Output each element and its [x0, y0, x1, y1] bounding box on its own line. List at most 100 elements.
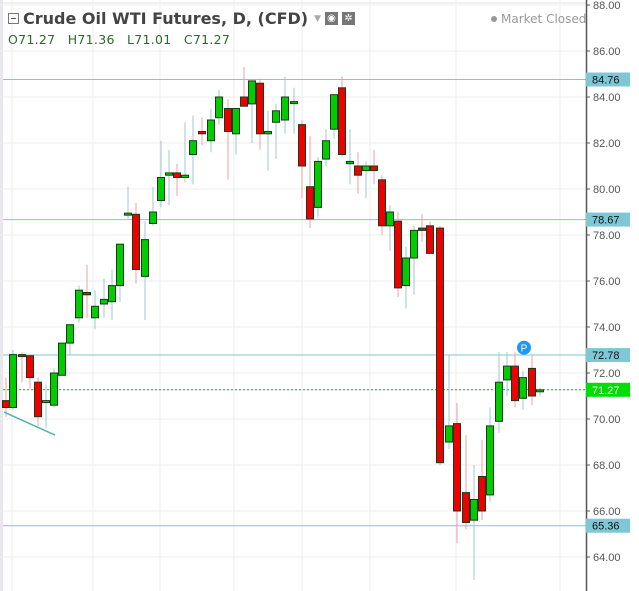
caret-down-icon[interactable]: ▼ — [314, 13, 322, 24]
candle — [116, 243, 124, 302]
candle-body — [354, 165, 362, 176]
candle — [132, 202, 140, 284]
level-label: 84.76 — [592, 75, 620, 87]
candle — [418, 214, 426, 242]
candle — [232, 108, 240, 155]
candle — [75, 285, 83, 323]
candle — [100, 278, 108, 318]
candle — [165, 149, 173, 206]
axis-tick-label: 72.00 — [593, 368, 621, 380]
candle — [386, 205, 394, 252]
candle-body — [436, 227, 444, 464]
candle — [410, 225, 418, 295]
candle — [173, 163, 181, 196]
candle — [9, 350, 17, 410]
axis-tick-label: 84.00 — [593, 92, 621, 104]
candle-body — [503, 365, 511, 381]
candle-body — [370, 165, 378, 172]
price-axis[interactable]: 64.00 66.00 68.00 70.00 72.00 74.00 76.00 78.00… — [585, 0, 639, 591]
level-label-bg — [586, 348, 630, 363]
candle-body — [189, 140, 197, 155]
level-label: 65.36 — [592, 521, 620, 533]
candle — [378, 175, 386, 235]
eye-icon[interactable]: ◉ — [325, 12, 339, 25]
trend-line[interactable] — [3, 411, 56, 436]
candle — [281, 76, 289, 134]
candle-body — [495, 381, 503, 422]
candle — [322, 129, 330, 166]
collapse-icon[interactable] — [8, 13, 19, 24]
candle-body — [290, 101, 298, 105]
candle — [394, 212, 402, 298]
candle-body — [116, 243, 124, 287]
left-edge — [0, 0, 3, 591]
candle-body — [173, 172, 181, 178]
candle-body — [330, 94, 338, 130]
candle — [338, 76, 346, 157]
candle-body — [362, 165, 370, 172]
candle — [149, 186, 157, 226]
axis-tick-label: 76.00 — [593, 276, 621, 288]
candle — [83, 264, 91, 318]
candle — [290, 87, 298, 134]
candle-body — [157, 177, 165, 201]
candle-body — [418, 227, 426, 231]
candle-body — [215, 96, 223, 119]
candle-body — [536, 389, 544, 393]
axis-tick-label: 82.00 — [593, 138, 621, 150]
candle-body — [50, 372, 58, 406]
candle-body — [346, 160, 354, 165]
candle — [58, 342, 66, 376]
candle-body — [528, 367, 536, 397]
candle — [157, 140, 165, 208]
candle — [91, 290, 99, 330]
axis-tick-label: 66.00 — [593, 506, 621, 518]
candle-body — [298, 124, 306, 167]
candle-body — [378, 179, 386, 227]
candles — [2, 67, 544, 580]
candle-body — [426, 225, 434, 254]
candle-body — [66, 324, 74, 344]
open-value: O71.27 — [8, 32, 56, 47]
candle — [298, 120, 306, 199]
candle-body — [100, 298, 108, 305]
candle — [453, 402, 461, 544]
candle-body — [207, 119, 215, 142]
horizontal-lines — [3, 79, 586, 527]
candle — [240, 67, 248, 107]
candle — [462, 435, 470, 530]
gear-icon[interactable]: ✲ — [342, 12, 356, 25]
candle-body — [181, 174, 189, 178]
candle-body — [511, 365, 519, 402]
status-dot-icon — [491, 16, 497, 22]
low-value: L71.01 — [126, 32, 172, 47]
candle-body — [108, 285, 116, 303]
candle — [519, 370, 527, 410]
candle — [402, 246, 410, 309]
level-label: 72.78 — [592, 350, 620, 362]
candle — [486, 407, 494, 502]
axis-bg — [586, 0, 639, 591]
candle — [66, 324, 74, 355]
event-marker-icon[interactable] — [517, 340, 531, 355]
candle — [189, 115, 197, 185]
candle-body — [338, 87, 346, 155]
candle-body — [165, 172, 173, 176]
candle-body — [232, 108, 240, 135]
level-label: 78.67 — [592, 215, 620, 227]
candle — [207, 108, 215, 153]
candle-body — [91, 305, 99, 319]
candle-body — [256, 82, 264, 135]
market-status-text: Market Closed — [501, 12, 587, 26]
candle — [272, 103, 280, 160]
candle-body — [272, 110, 280, 123]
candle-body — [462, 492, 470, 524]
candle-body — [58, 342, 66, 376]
candle — [42, 384, 50, 429]
candle — [306, 136, 314, 229]
candle-body — [453, 423, 461, 512]
level-label-bg — [586, 212, 630, 227]
candle-body — [240, 96, 248, 107]
symbol-title[interactable]: Crude Oil WTI Futures, D, (CFD) — [23, 9, 309, 28]
